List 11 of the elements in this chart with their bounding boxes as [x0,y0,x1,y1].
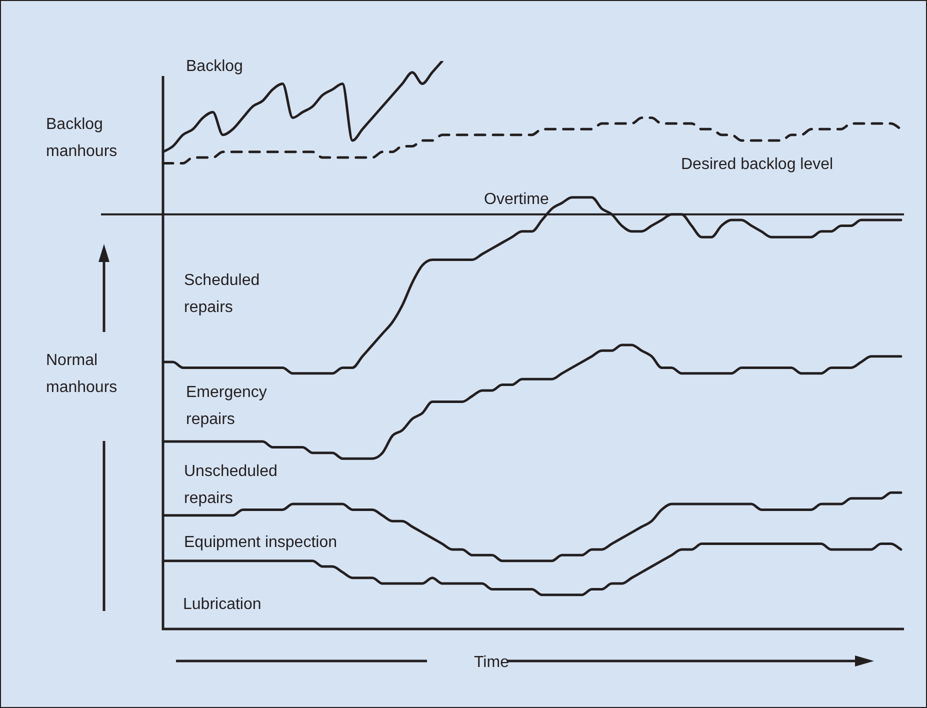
annotation: Lubrication [183,595,262,615]
annotation: Emergency repairs [186,383,268,430]
series-label: Desired backlog level [681,155,834,175]
series-label: Backlog [186,57,244,77]
annotation: Equipment inspection [184,533,338,553]
annotation: Unscheduled repairs [184,462,278,509]
annotation: Overtime [484,190,550,210]
annotation: Scheduled repairs [184,271,261,318]
y-axis-title: Normal manhours [46,351,118,398]
x-axis-title: Time [474,653,509,673]
text: Backlog manhours [46,115,118,162]
